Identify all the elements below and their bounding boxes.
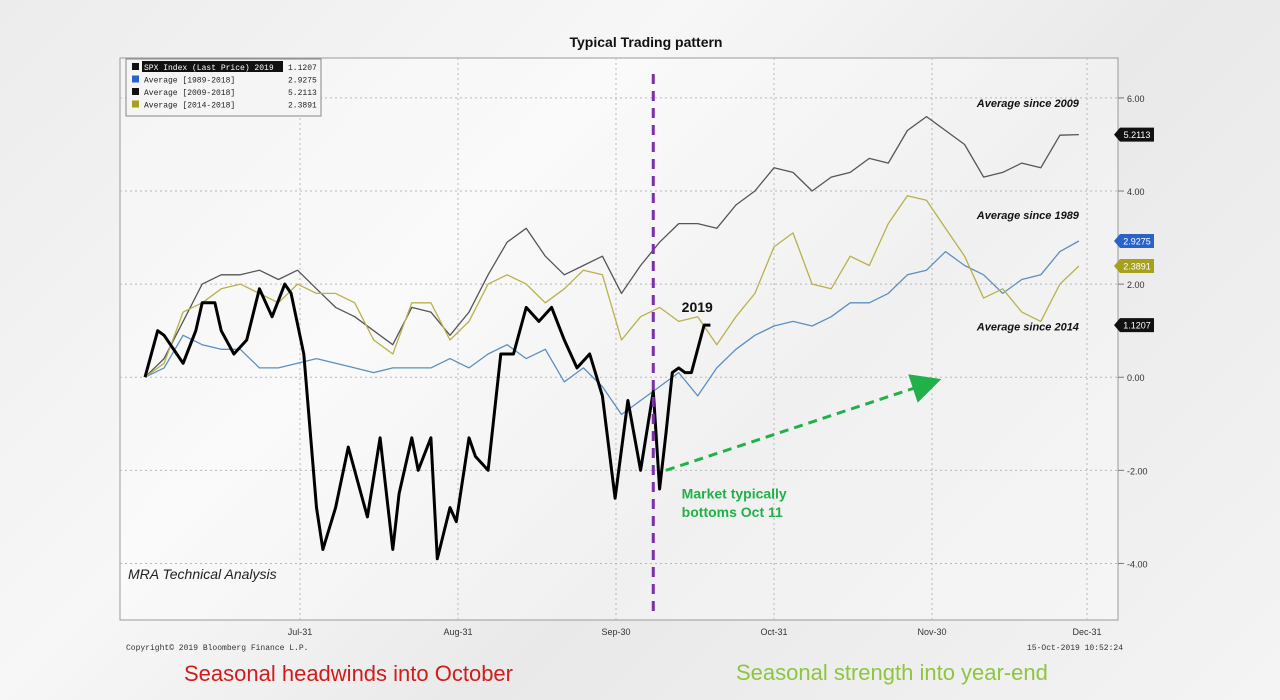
series-line-2019 xyxy=(143,282,711,561)
value-badge-shape xyxy=(1114,259,1154,274)
legend-label: SPX Index (Last Price) 2019 xyxy=(144,64,274,73)
legend-value: 2.3891 xyxy=(288,102,317,111)
legend-swatch xyxy=(132,100,139,108)
y-tick-label: -2.00 xyxy=(1127,466,1148,476)
series-line-average-since-2014 xyxy=(144,195,1080,378)
value-badge-shape xyxy=(1114,233,1154,248)
legend-label: Average [2009-2018] xyxy=(144,89,235,98)
x-tick-label: Oct-31 xyxy=(760,627,787,637)
legend-swatch xyxy=(132,63,139,70)
legend-value: 2.9275 xyxy=(288,77,317,86)
watermark-text: MRA Technical Analysis xyxy=(128,566,277,582)
x-tick-label: Nov-30 xyxy=(917,627,946,637)
value-badge: 1.1207 xyxy=(1114,318,1154,333)
value-badge: 2.9275 xyxy=(1114,233,1154,248)
annotation-label: Average since 1989 xyxy=(976,210,1080,222)
annotations: Average since 2009 Average since 1989 Aver… xyxy=(682,98,1080,520)
y-tick-label: 0.00 xyxy=(1127,373,1145,383)
legend-swatch xyxy=(132,88,139,95)
y-axis-ticks: 6.00 4.00 2.00 0.00 -2.00 -4.00 xyxy=(1118,94,1148,569)
value-badge-shape xyxy=(1114,127,1154,142)
annotation-label: 2019 xyxy=(682,299,713,315)
legend-label: Average [2014-2018] xyxy=(144,102,235,111)
value-badge: 2.3891 xyxy=(1114,259,1154,274)
x-tick-label: Sep-30 xyxy=(601,627,630,637)
series-line-average-since-2009 xyxy=(144,115,1079,378)
y-tick-label: -4.00 xyxy=(1127,559,1148,569)
legend-value: 1.1207 xyxy=(288,64,317,73)
x-tick-label: Jul-31 xyxy=(288,627,313,637)
legend-swatch xyxy=(132,75,139,83)
y-tick-label: 4.00 xyxy=(1127,187,1145,197)
last-value-badges: 5.2113 2.9275 2.3891 1.1207 xyxy=(1114,127,1154,333)
annotation-label: Market typically xyxy=(682,485,787,501)
y-tick-label: 6.00 xyxy=(1127,94,1145,104)
annotation-label: Average since 2009 xyxy=(976,98,1080,110)
value-badge: 5.2113 xyxy=(1114,127,1154,142)
series-line-average-since-1989 xyxy=(144,240,1080,416)
value-badge-label: 1.1207 xyxy=(1123,321,1151,331)
footer-headwinds-text: Seasonal headwinds into October xyxy=(184,661,513,686)
value-badge-label: 5.2113 xyxy=(1124,130,1151,140)
x-tick-label: Dec-31 xyxy=(1072,627,1101,637)
chart-title: Typical Trading pattern xyxy=(570,34,723,50)
y-tick-label: 2.00 xyxy=(1127,280,1145,290)
copyright-text: Copyright© 2019 Bloomberg Finance L.P. xyxy=(126,644,308,653)
value-badge-label: 2.9275 xyxy=(1123,236,1151,246)
trend-arrow xyxy=(665,374,942,472)
legend: SPX Index (Last Price) 2019 1.1207 Average… xyxy=(125,58,322,117)
footer-strength-text: Seasonal strength into year-end xyxy=(736,660,1048,685)
annotation-label: bottoms Oct 11 xyxy=(682,504,783,520)
annotation-label: Average since 2014 xyxy=(976,322,1079,334)
value-badge-shape xyxy=(1114,318,1154,333)
legend-label: Average [1989-2018] xyxy=(144,77,235,86)
timestamp-text: 15-Oct-2019 10:52:24 xyxy=(1027,644,1123,653)
x-axis-ticks: Jul-31 Aug-31 Sep-30 Oct-31 Nov-30 Dec-31 xyxy=(288,627,1102,637)
legend-highlight xyxy=(142,61,283,72)
x-tick-label: Aug-31 xyxy=(443,627,472,637)
plot-background xyxy=(119,57,1119,621)
series-layer xyxy=(143,115,1080,561)
legend-value: 5.2113 xyxy=(288,89,317,98)
value-badge-label: 2.3891 xyxy=(1123,262,1151,272)
